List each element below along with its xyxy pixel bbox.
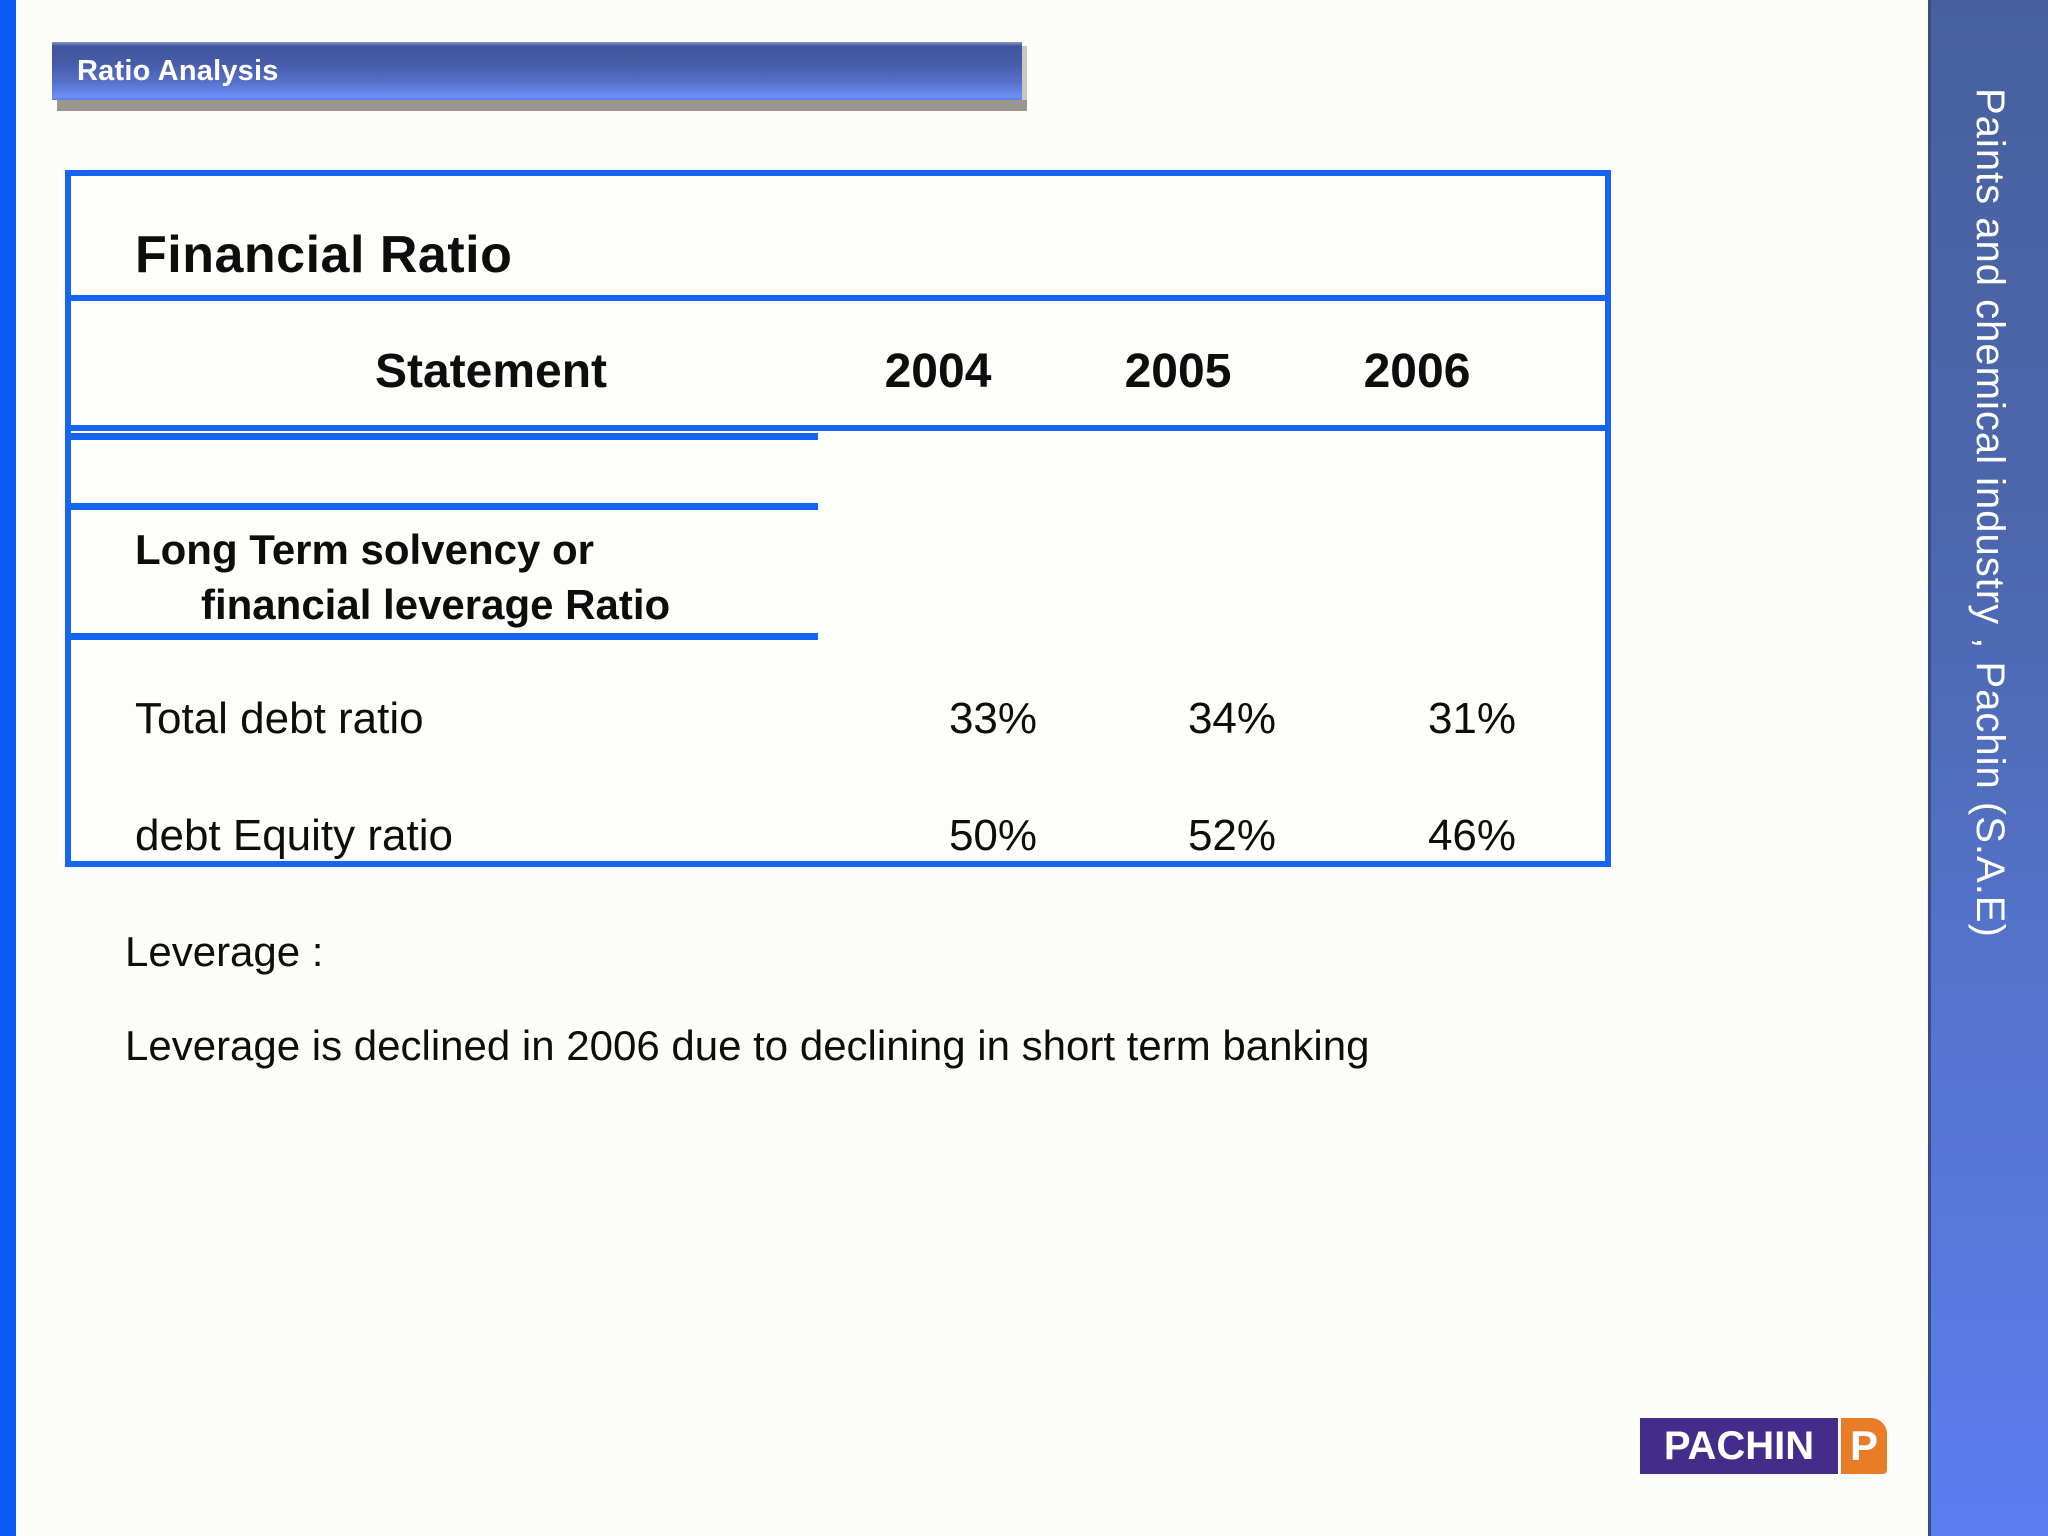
header-year-2004: 2004 bbox=[884, 344, 992, 398]
logo-monogram: P bbox=[1841, 1418, 1887, 1474]
row-label: Total debt ratio bbox=[135, 693, 424, 743]
row-value-2004: 33% bbox=[948, 693, 1038, 743]
row-value-2004: 50% bbox=[948, 810, 1038, 860]
section-divider-top bbox=[71, 433, 818, 440]
section-title: Long Term solvency or financial leverage… bbox=[135, 522, 835, 632]
title-banner: Ratio Analysis bbox=[52, 42, 1022, 100]
section-title-line2: financial leverage Ratio bbox=[201, 581, 671, 628]
table-row: Total debt ratio 33% 34% 31% bbox=[71, 676, 1605, 761]
row-value-2005: 34% bbox=[1187, 693, 1277, 743]
table-header-row: Statement 2004 2005 2006 bbox=[71, 316, 1605, 426]
sidebar-vertical-text: Paints and chemical industry , Pachin (S… bbox=[1968, 88, 2012, 938]
left-accent-bar bbox=[0, 0, 16, 1536]
logo-wordmark: PACHIN bbox=[1640, 1418, 1838, 1474]
table-divider bbox=[71, 425, 1605, 431]
pachin-logo: PACHIN P bbox=[1640, 1418, 1887, 1474]
header-statement: Statement bbox=[374, 344, 608, 398]
table-title: Financial Ratio bbox=[135, 226, 513, 284]
section-divider-mid bbox=[71, 503, 818, 510]
banner-shadow bbox=[57, 100, 1027, 111]
section-title-line1: Long Term solvency or bbox=[135, 526, 594, 573]
row-value-2005: 52% bbox=[1187, 810, 1277, 860]
table-row: debt Equity ratio 50% 52% 46% bbox=[71, 793, 1605, 878]
row-value-2006: 31% bbox=[1427, 693, 1517, 743]
row-label: debt Equity ratio bbox=[135, 810, 453, 860]
notes-body: Leverage is declined in 2006 due to decl… bbox=[125, 1022, 1370, 1069]
table-divider bbox=[71, 295, 1605, 301]
banner-shadow-right bbox=[1022, 46, 1027, 100]
banner-title: Ratio Analysis bbox=[77, 54, 279, 87]
sidebar: Paints and chemical industry , Pachin (S… bbox=[1928, 0, 2048, 1536]
section-divider-bottom bbox=[71, 633, 818, 640]
financial-ratio-table: Financial Ratio Statement 2004 2005 2006… bbox=[65, 170, 1611, 867]
header-year-2005: 2005 bbox=[1124, 344, 1232, 398]
header-year-2006: 2006 bbox=[1363, 344, 1471, 398]
notes-heading: Leverage : bbox=[125, 928, 324, 975]
row-value-2006: 46% bbox=[1427, 810, 1517, 860]
